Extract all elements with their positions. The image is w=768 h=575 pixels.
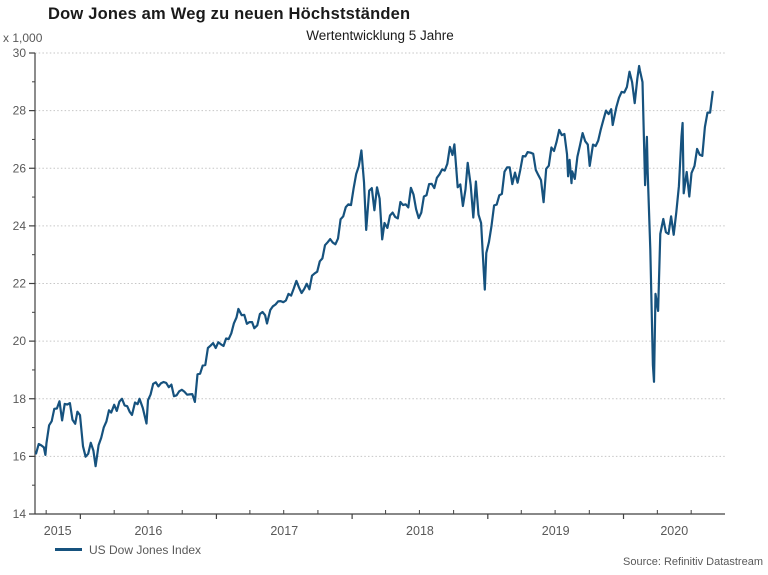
legend-label: US Dow Jones Index: [89, 542, 202, 557]
legend: US Dow Jones Index: [55, 542, 202, 557]
x-year-label-2018: 2018: [406, 524, 434, 538]
y-tick-label-22: 22: [13, 277, 27, 291]
x-year-label-2016: 2016: [134, 524, 162, 538]
chart-title: Dow Jones am Weg zu neuen Höchstständen: [48, 5, 411, 23]
y-tick-label-16: 16: [13, 449, 27, 463]
y-tick-label-18: 18: [13, 392, 27, 406]
x-year-label-2019: 2019: [542, 524, 570, 538]
x-year-label-2015: 2015: [44, 524, 72, 538]
x-year-label-2017: 2017: [270, 524, 298, 538]
y-tick-label-30: 30: [13, 46, 27, 60]
source-label: Source: Refinitiv Datastream: [623, 556, 763, 568]
dow-jones-index-line: [34, 64, 714, 468]
y-tick-label-26: 26: [13, 161, 27, 175]
x-year-label-2020: 2020: [660, 524, 688, 538]
y-axis-unit-label: x 1,000: [3, 31, 43, 45]
legend-line-swatch: [55, 548, 82, 551]
y-tick-label-20: 20: [13, 334, 27, 348]
y-tick-label-28: 28: [13, 104, 27, 118]
y-tick-label-14: 14: [13, 507, 27, 521]
chart-subtitle: Wertentwicklung 5 Jahre: [306, 28, 454, 43]
y-tick-label-24: 24: [13, 219, 27, 233]
